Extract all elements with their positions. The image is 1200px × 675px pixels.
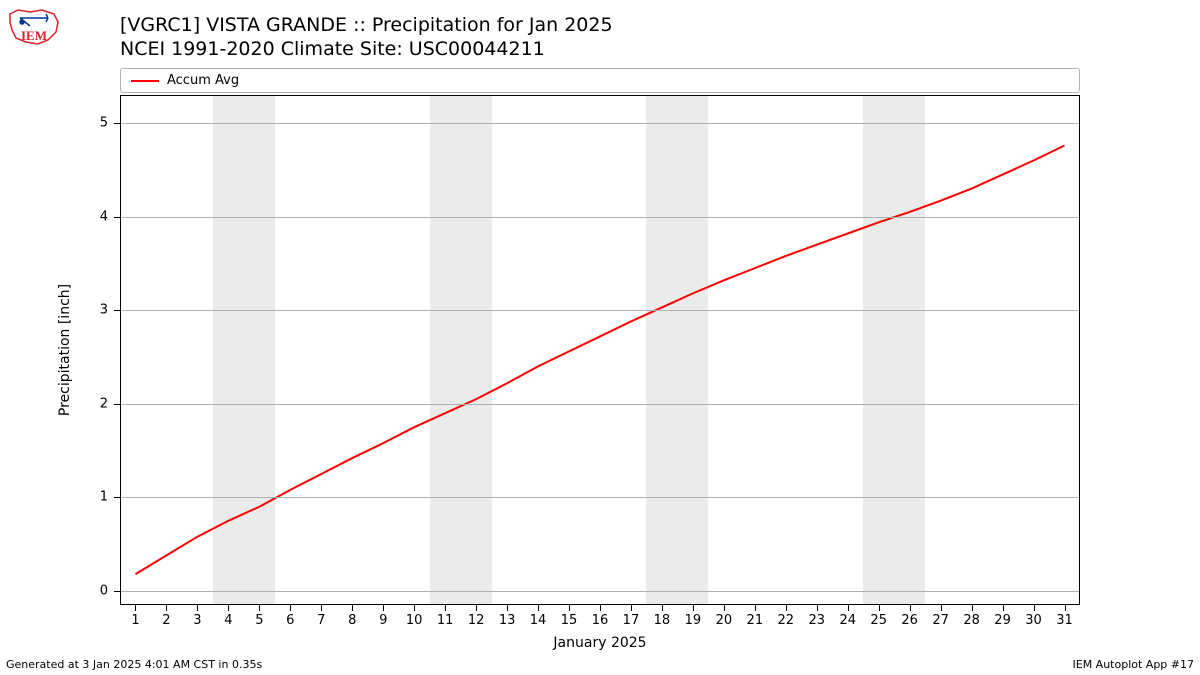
x-tick-label: 14 [530, 613, 547, 628]
x-tick-label: 26 [901, 613, 918, 628]
chart-title: [VGRC1] VISTA GRANDE :: Precipitation fo… [120, 14, 613, 62]
x-tick-label: 24 [839, 613, 856, 628]
x-tickmark [879, 605, 880, 611]
x-tickmark [321, 605, 322, 611]
x-tickmark [1003, 605, 1004, 611]
x-tick-label: 10 [406, 613, 423, 628]
x-tick-label: 31 [1056, 613, 1073, 628]
x-axis-label: January 2025 [553, 635, 646, 651]
y-gridline [120, 497, 1080, 498]
x-tick-label: 4 [224, 613, 232, 628]
x-tickmark [166, 605, 167, 611]
x-tickmark [662, 605, 663, 611]
x-tickmark [476, 605, 477, 611]
x-tick-label: 25 [870, 613, 887, 628]
x-tickmark [631, 605, 632, 611]
x-tickmark [755, 605, 756, 611]
x-tickmark [135, 605, 136, 611]
x-tick-label: 11 [437, 613, 454, 628]
x-tick-label: 8 [348, 613, 356, 628]
series-path [135, 146, 1064, 575]
x-tickmark [569, 605, 570, 611]
x-tick-label: 12 [468, 613, 485, 628]
y-tick-label: 2 [100, 396, 108, 411]
footer-right: IEM Autoplot App #17 [1073, 658, 1195, 671]
x-tickmark [786, 605, 787, 611]
x-tick-label: 3 [193, 613, 201, 628]
x-tickmark [352, 605, 353, 611]
x-tick-label: 2 [162, 613, 170, 628]
x-tick-label: 15 [561, 613, 578, 628]
x-tick-label: 6 [286, 613, 294, 628]
x-tickmark [693, 605, 694, 611]
x-tick-label: 19 [685, 613, 702, 628]
x-tickmark [910, 605, 911, 611]
legend-swatch [131, 80, 159, 82]
x-tick-label: 7 [317, 613, 325, 628]
chart-title-line2: NCEI 1991-2020 Climate Site: USC00044211 [120, 38, 613, 62]
y-gridline [120, 310, 1080, 311]
x-tickmark [1034, 605, 1035, 611]
y-tick-label: 5 [100, 116, 108, 131]
x-tick-label: 27 [932, 613, 949, 628]
x-tickmark [1065, 605, 1066, 611]
x-tick-label: 28 [963, 613, 980, 628]
y-tick-label: 4 [100, 209, 108, 224]
chart-title-line1: [VGRC1] VISTA GRANDE :: Precipitation fo… [120, 14, 613, 38]
y-tickmark [114, 123, 120, 124]
y-tickmark [114, 404, 120, 405]
x-tickmark [445, 605, 446, 611]
x-tick-label: 17 [623, 613, 640, 628]
iem-logo: IEM [8, 8, 60, 48]
x-tick-label: 29 [994, 613, 1011, 628]
x-tickmark [972, 605, 973, 611]
x-tickmark [848, 605, 849, 611]
x-tickmark [817, 605, 818, 611]
y-gridline [120, 591, 1080, 592]
y-tick-label: 0 [100, 583, 108, 598]
y-tick-label: 1 [100, 490, 108, 505]
x-tickmark [507, 605, 508, 611]
x-tickmark [600, 605, 601, 611]
x-tick-label: 30 [1025, 613, 1042, 628]
x-tick-label: 5 [255, 613, 263, 628]
x-tickmark [941, 605, 942, 611]
x-tick-label: 21 [747, 613, 764, 628]
x-tick-label: 1 [131, 613, 139, 628]
x-tickmark [538, 605, 539, 611]
x-tick-label: 16 [592, 613, 609, 628]
x-tick-label: 22 [778, 613, 795, 628]
chart-plot-area: Precipitation [inch] January 2025 012345… [120, 95, 1080, 605]
y-gridline [120, 404, 1080, 405]
x-tick-label: 13 [499, 613, 516, 628]
x-tick-label: 9 [379, 613, 387, 628]
x-tick-label: 18 [654, 613, 671, 628]
y-gridline [120, 217, 1080, 218]
y-axis-label: Precipitation [inch] [57, 284, 73, 416]
x-tickmark [228, 605, 229, 611]
series-line [120, 95, 1080, 605]
y-tickmark [114, 591, 120, 592]
y-gridline [120, 123, 1080, 124]
x-tickmark [414, 605, 415, 611]
svg-text:IEM: IEM [21, 28, 47, 43]
y-tickmark [114, 310, 120, 311]
y-tick-label: 3 [100, 303, 108, 318]
y-tickmark [114, 217, 120, 218]
x-tickmark [383, 605, 384, 611]
x-tickmark [724, 605, 725, 611]
chart-legend: Accum Avg [120, 68, 1080, 93]
legend-label: Accum Avg [167, 73, 239, 88]
x-tick-label: 20 [716, 613, 733, 628]
x-tickmark [290, 605, 291, 611]
x-tick-label: 23 [808, 613, 825, 628]
y-tickmark [114, 497, 120, 498]
footer-left: Generated at 3 Jan 2025 4:01 AM CST in 0… [6, 658, 262, 671]
x-tickmark [197, 605, 198, 611]
x-tickmark [259, 605, 260, 611]
